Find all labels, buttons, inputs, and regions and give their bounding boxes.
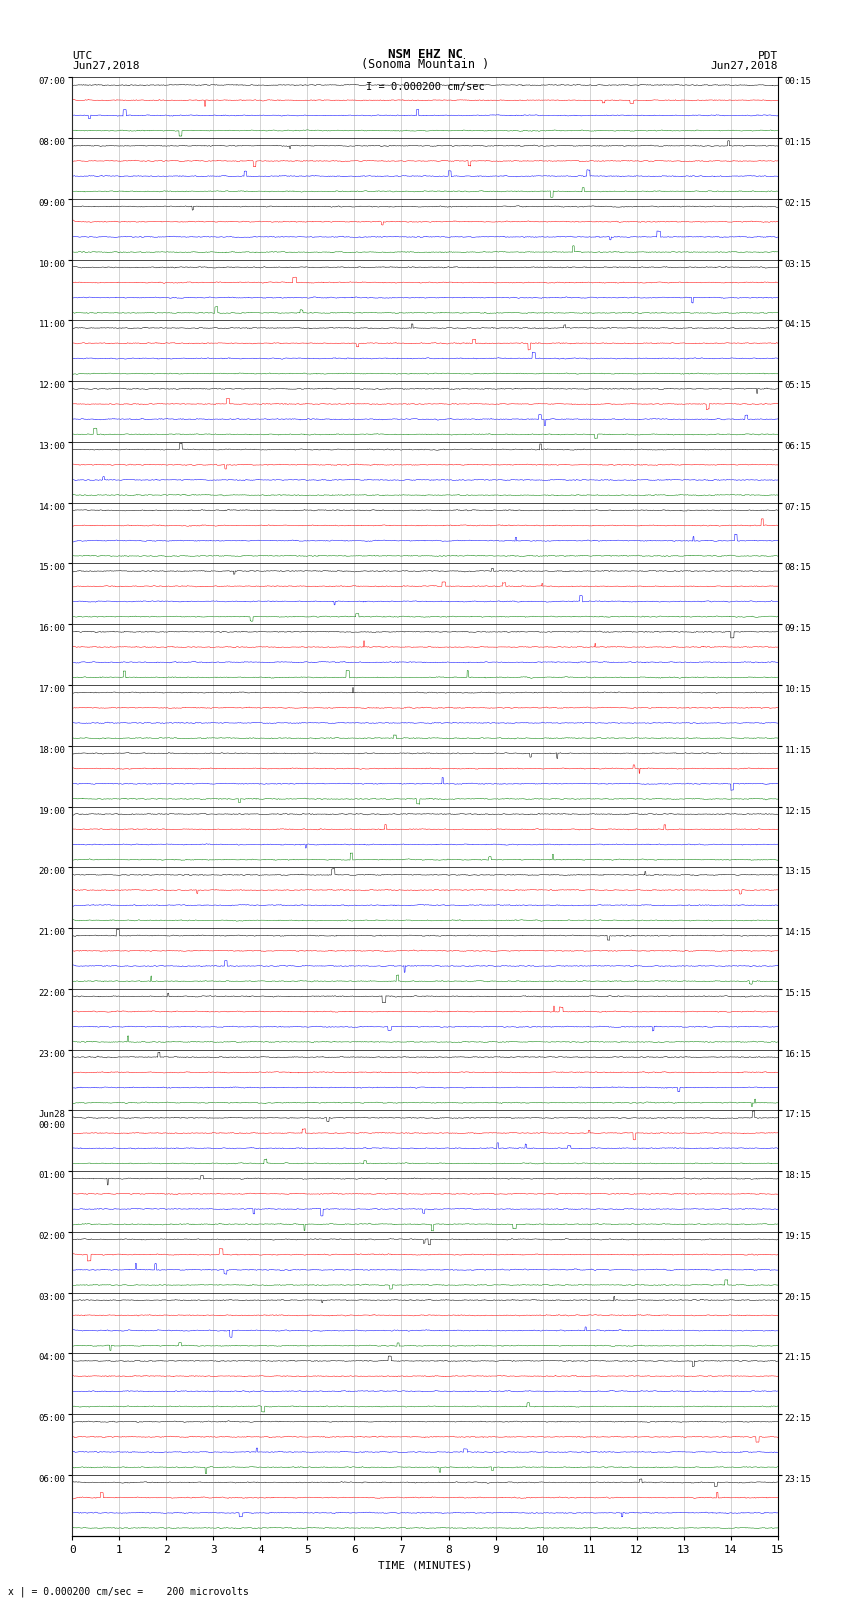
X-axis label: TIME (MINUTES): TIME (MINUTES)	[377, 1560, 473, 1569]
Text: UTC: UTC	[72, 52, 93, 61]
Text: I = 0.000200 cm/sec: I = 0.000200 cm/sec	[366, 82, 484, 92]
Text: Jun27,2018: Jun27,2018	[72, 61, 139, 71]
Text: PDT: PDT	[757, 52, 778, 61]
Text: NSM EHZ NC: NSM EHZ NC	[388, 48, 462, 61]
Text: Jun27,2018: Jun27,2018	[711, 61, 778, 71]
Text: (Sonoma Mountain ): (Sonoma Mountain )	[361, 58, 489, 71]
Text: x | = 0.000200 cm/sec =    200 microvolts: x | = 0.000200 cm/sec = 200 microvolts	[8, 1586, 249, 1597]
